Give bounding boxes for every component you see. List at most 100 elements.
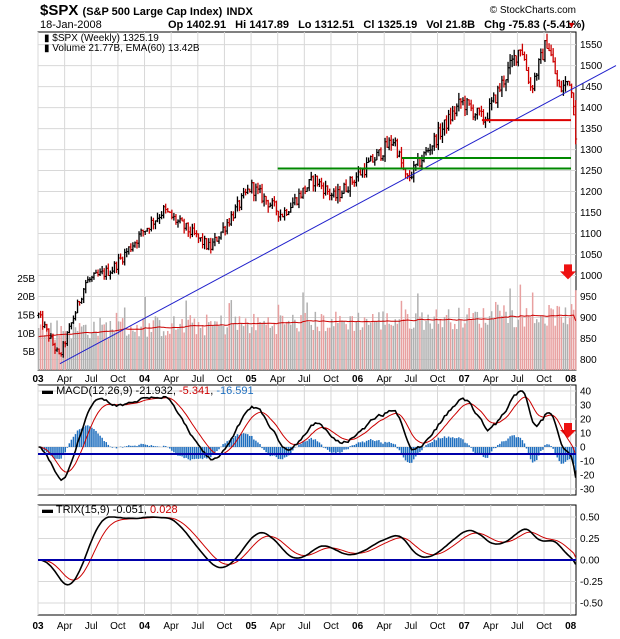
x-axis-label: 03: [32, 374, 44, 385]
macd-hist-bar: [89, 426, 91, 447]
macd-hist-bar: [497, 444, 499, 447]
macd-hist-bar: [330, 447, 333, 453]
macd-hist-bar: [371, 440, 374, 447]
volume-bar: [400, 300, 403, 370]
macd-hist-bar: [179, 447, 181, 456]
macd-hist-bar: [300, 443, 302, 447]
volume-bar: [181, 319, 183, 370]
volume-bar: [265, 324, 267, 370]
volume-bar: [173, 316, 175, 370]
volume-bar: [339, 315, 341, 370]
macd-hist-bar: [511, 435, 513, 447]
volume-bar: [363, 317, 366, 370]
macd-hist-bar: [60, 447, 62, 459]
x-axis-label: 05: [246, 621, 258, 632]
volume-bar: [548, 304, 550, 370]
x-axis-label: Apr: [57, 621, 73, 632]
macd-hist-bar: [363, 442, 366, 447]
volume-bar: [205, 314, 208, 370]
macd-hist-bar: [50, 447, 52, 456]
macd-hist-bar: [232, 438, 235, 447]
macd-hist-bar: [361, 441, 364, 447]
macd-hist-bar: [400, 447, 403, 454]
volume-bar: [538, 322, 540, 370]
trix-tick-label: -0.25: [580, 577, 603, 588]
volume-bar: [384, 324, 386, 370]
macd-hist-bar: [87, 425, 89, 447]
macd-hist-bar: [378, 440, 380, 447]
trendline: [59, 65, 617, 365]
macd-hist-bar: [298, 444, 300, 447]
macd-hist-bar: [125, 446, 128, 447]
volume-bar: [300, 315, 302, 370]
volume-bar: [359, 329, 362, 370]
macd-hist-bar: [302, 441, 304, 447]
x-axis-label: 03: [32, 621, 44, 632]
macd-hist-bar: [538, 447, 540, 456]
macd-hist-bar: [140, 443, 142, 447]
volume-bar: [361, 327, 364, 370]
volume-bar: [482, 308, 485, 370]
volume-bar: [246, 322, 249, 370]
volume-bar: [484, 322, 487, 370]
macd-hist-bar: [263, 447, 265, 450]
volume-bar: [523, 326, 526, 370]
volume-bar: [164, 335, 167, 370]
volume-bar: [158, 320, 161, 370]
macd-hist-bar: [292, 447, 294, 451]
macd-hist-bar: [472, 447, 474, 452]
macd-hist-bar: [93, 429, 95, 447]
macd-hist-bar: [480, 447, 483, 455]
macd-hist-bar: [443, 436, 446, 447]
macd-hist-bar: [41, 447, 44, 450]
volume-bar: [220, 315, 222, 370]
volume-bar: [320, 314, 323, 370]
price-tick-label: 1250: [580, 166, 603, 177]
volume-bar: [554, 325, 556, 370]
macd-hist-bar: [121, 447, 124, 448]
volume-bar: [304, 312, 306, 370]
macd-hist-bar: [265, 447, 267, 453]
volume-bar: [179, 323, 181, 370]
volume-bar: [121, 318, 124, 370]
volume-bar: [419, 316, 421, 370]
macd-hist-bar: [468, 445, 470, 447]
trix-tick-label: 0.50: [580, 513, 600, 524]
volume-bar: [271, 326, 274, 370]
volume-bar: [285, 321, 288, 370]
macd-hist-bar: [251, 435, 253, 447]
macd-hist-bar: [103, 441, 105, 447]
volume-bar: [337, 322, 339, 370]
macd-hist-bar: [224, 443, 226, 447]
volume-bar: [115, 312, 118, 370]
volume-bar: [87, 334, 89, 370]
macd-hist-bar: [343, 447, 345, 450]
x-axis-label: Jul: [298, 621, 311, 632]
macd-hist-bar: [259, 444, 261, 447]
macd-hist-bar: [470, 447, 472, 448]
volume-bar: [76, 330, 79, 370]
price-tick-label: 1450: [580, 82, 603, 93]
macd-hist-bar: [505, 440, 507, 447]
macd-hist-bar: [556, 447, 559, 458]
volume-bar: [242, 326, 245, 370]
volume-bar: [388, 323, 390, 370]
down-arrow-icon: [560, 423, 576, 438]
price-tick-label: 950: [580, 292, 597, 303]
volume-bar: [544, 323, 546, 370]
macd-hist-bar: [148, 445, 151, 447]
macd-hist-bar: [257, 442, 259, 447]
macd-hist-bar: [437, 437, 440, 447]
price-tick-label: 900: [580, 313, 597, 324]
volume-bar: [89, 338, 91, 370]
volume-bar: [306, 302, 308, 370]
macd-hist-bar: [441, 437, 444, 447]
volume-legend: ▮ Volume 21.77B, EMA(60) 13.42B: [44, 43, 200, 54]
x-axis-label: Apr: [376, 374, 392, 385]
macd-hist-bar: [111, 447, 114, 448]
macd-hist-bar: [269, 447, 271, 457]
volume-bar: [142, 318, 144, 370]
macd-line: [38, 390, 577, 482]
macd-hist-bar: [48, 447, 50, 455]
